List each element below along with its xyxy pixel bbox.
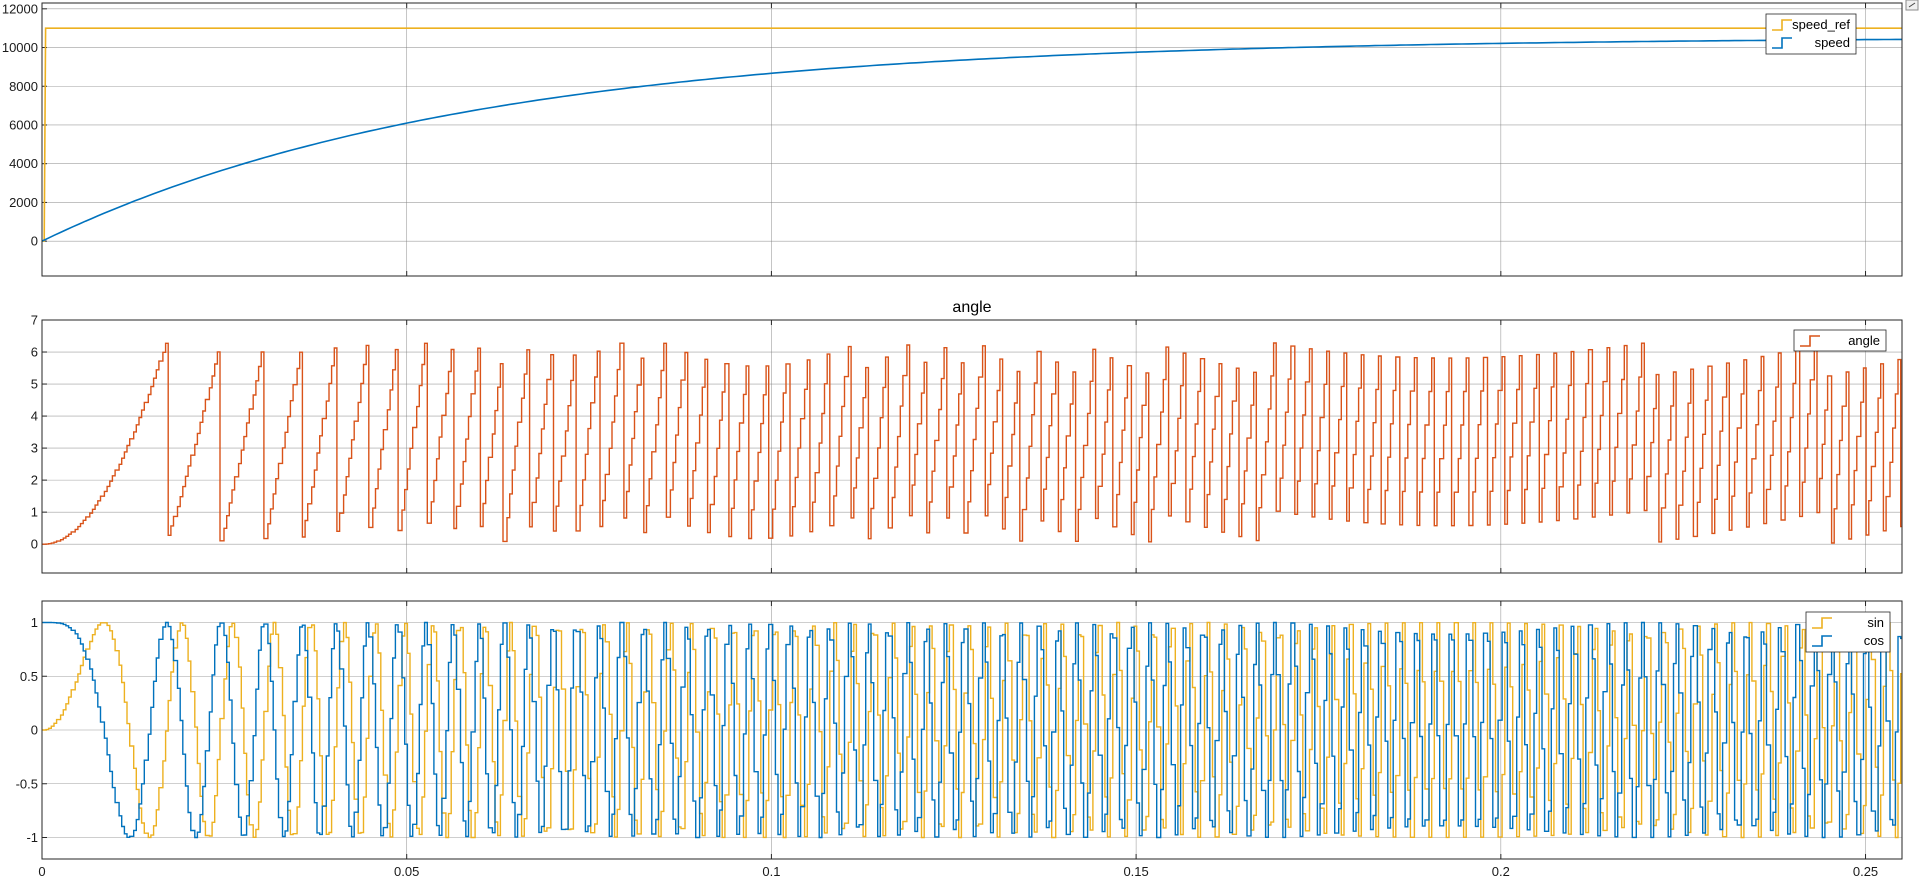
series-line-angle <box>42 342 1902 545</box>
series-line-cos <box>42 621 1902 839</box>
y-tick-label: 0 <box>31 537 38 552</box>
y-tick-label: 6 <box>31 345 38 360</box>
y-tick-label: -1 <box>26 830 38 845</box>
sincos-y-tick-labels: -1 -0.5 0 0.5 1 <box>16 615 38 845</box>
legend-swatch-speed_ref <box>1772 19 1792 31</box>
legend-swatch-cos <box>1812 635 1832 647</box>
x-tick-label: 0.2 <box>1492 864 1510 879</box>
legend-label-sin: sin <box>1867 615 1884 630</box>
x-tick-label: 0 <box>38 864 45 879</box>
sincos-axes-frame <box>41 600 1903 860</box>
x-tick-label: 0.25 <box>1853 864 1878 879</box>
expand-corner-icon[interactable] <box>1905 0 1919 11</box>
angle-axes-frame <box>41 319 1903 574</box>
legend-swatch-speed <box>1772 37 1792 49</box>
legend-swatch-sin <box>1812 617 1832 629</box>
y-tick-label: 5 <box>31 377 38 392</box>
angle-series-lines <box>42 342 1902 545</box>
y-tick-label: 1 <box>31 615 38 630</box>
y-tick-label: 0 <box>31 234 38 249</box>
angle-panel: angle 0 1 2 3 4 5 6 7 angle <box>31 299 1903 574</box>
sincos-legend[interactable]: sin cos <box>1805 611 1891 653</box>
speed-axes-frame <box>41 2 1903 277</box>
speed-series-lines <box>41 27 1902 242</box>
angle-y-tick-labels: 0 1 2 3 4 5 6 7 <box>31 313 38 552</box>
sincos-series-lines <box>42 621 1902 839</box>
legend-label-angle: angle <box>1848 333 1880 348</box>
legend-swatch-angle <box>1800 335 1820 347</box>
y-tick-label: 12000 <box>2 1 38 16</box>
series-line-speed <box>41 38 1902 242</box>
angle-legend[interactable]: angle <box>1793 329 1887 352</box>
time-x-tick-labels: 0 0.05 0.1 0.15 0.2 0.25 <box>38 864 1878 879</box>
y-tick-label: 0.5 <box>20 669 38 684</box>
y-tick-label: 4 <box>31 409 38 424</box>
x-tick-label: 0.15 <box>1123 864 1148 879</box>
angle-panel-title: angle <box>952 299 991 316</box>
y-tick-label: 6000 <box>9 117 38 132</box>
angle-plot-area[interactable] <box>42 320 1902 573</box>
y-tick-label: 8000 <box>9 79 38 94</box>
x-tick-label: 0.05 <box>394 864 419 879</box>
x-tick-label: 0.1 <box>762 864 780 879</box>
legend-label-speed_ref: speed_ref <box>1792 17 1850 32</box>
legend-label-cos: cos <box>1864 633 1885 648</box>
legend-label-speed: speed <box>1815 35 1850 50</box>
sincos-panel: -1 -0.5 0 0.5 1 sin cos 0 0.05 0.1 0.15 0.2 0.25 <box>16 600 1903 879</box>
y-tick-label: 3 <box>31 441 38 456</box>
y-tick-label: 2000 <box>9 195 38 210</box>
y-tick-label: 2 <box>31 473 38 488</box>
y-tick-label: -0.5 <box>16 776 38 791</box>
y-tick-label: 4000 <box>9 156 38 171</box>
series-line-sin <box>42 621 1902 839</box>
y-tick-label: 7 <box>31 313 38 328</box>
y-tick-label: 0 <box>31 723 38 738</box>
speed-y-tick-labels: 0 2000 4000 6000 8000 10000 12000 <box>2 1 38 248</box>
y-tick-label: 10000 <box>2 40 38 55</box>
speed-plot-area[interactable] <box>42 3 1902 276</box>
y-tick-label: 1 <box>31 505 38 520</box>
